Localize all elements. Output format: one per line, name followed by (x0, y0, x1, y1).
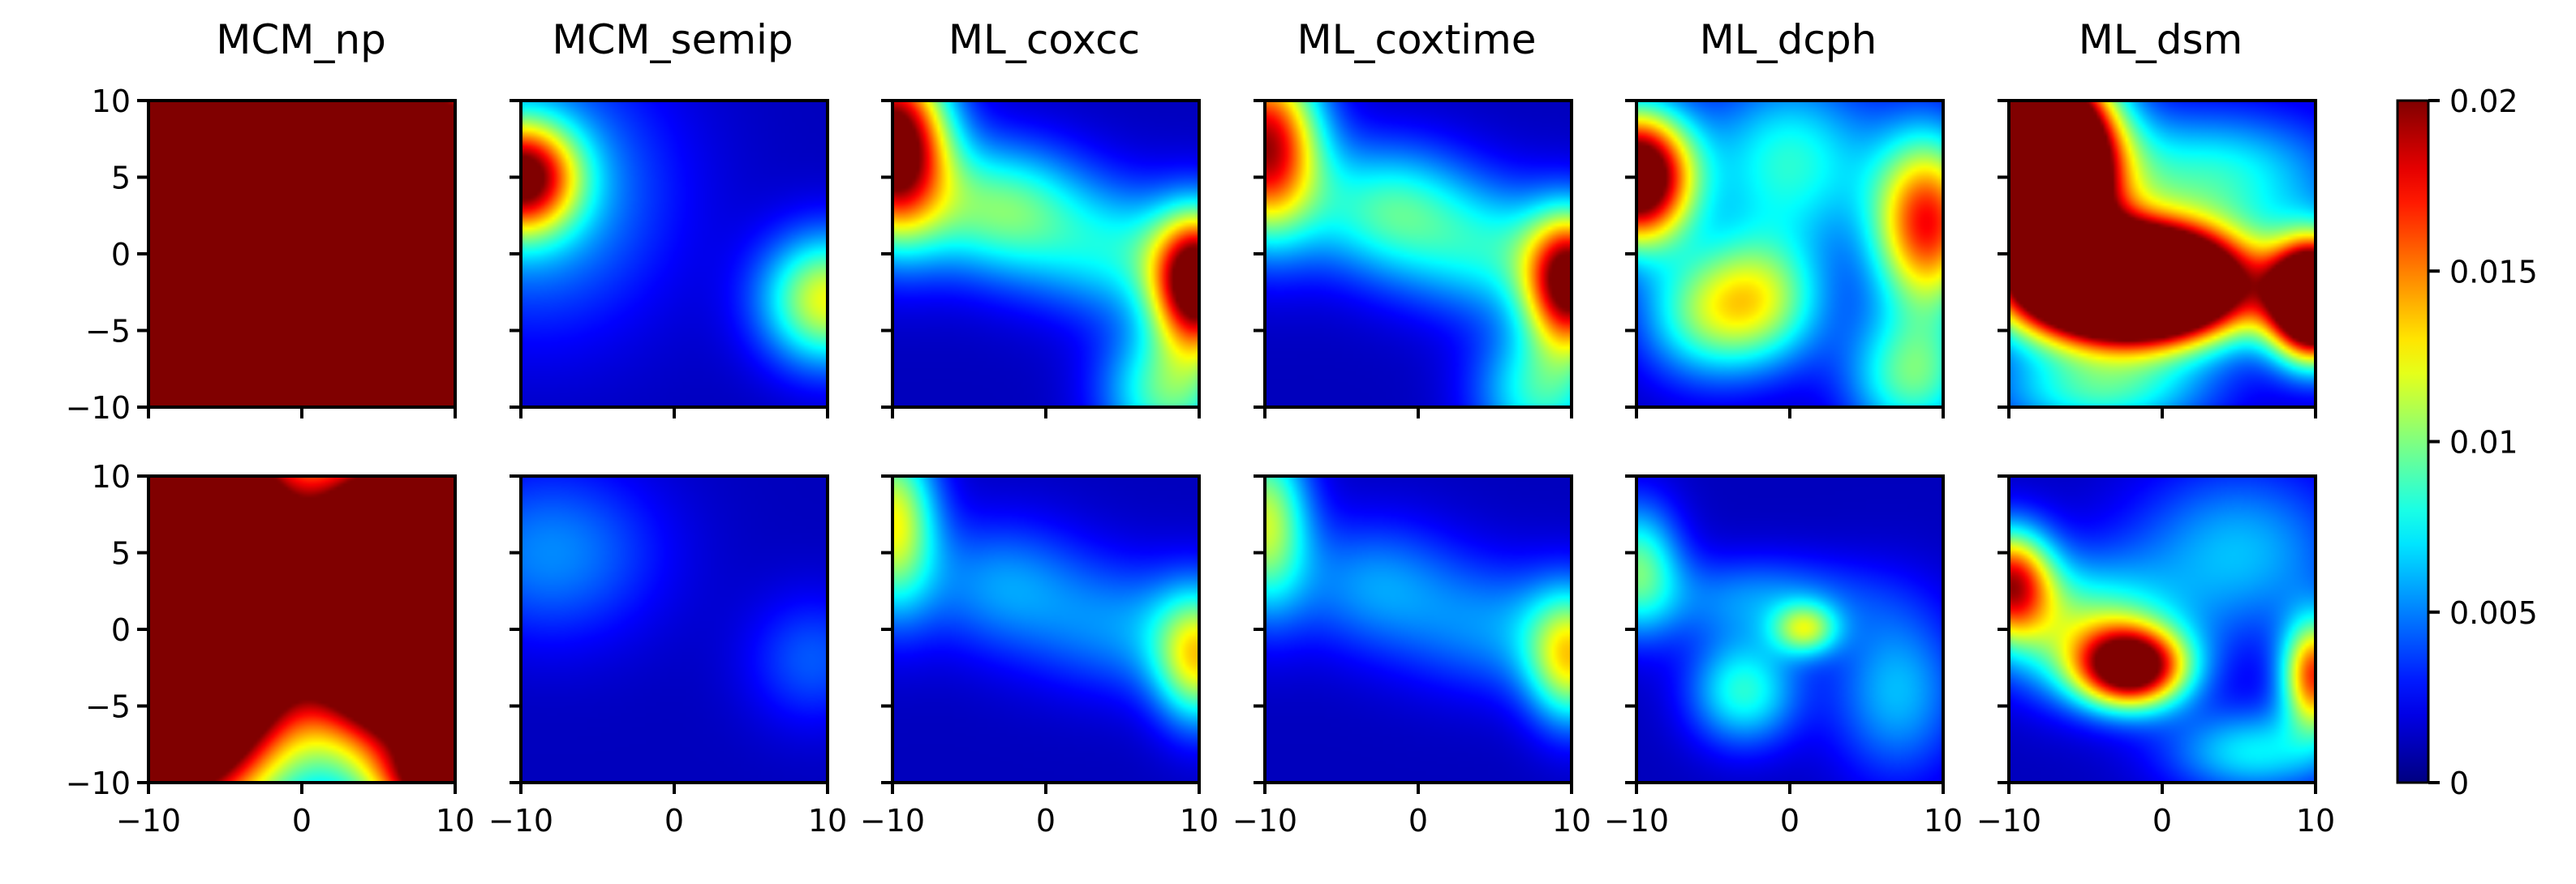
x-tick-label: 0 (1408, 803, 1428, 839)
x-tick-label: −10 (1976, 803, 2041, 839)
x-tick-label: 0 (1036, 803, 1056, 839)
heatmap-panel (510, 99, 829, 418)
y-tick-label: 5 (111, 161, 131, 196)
heatmap-panel: −10 0 10 (1976, 474, 2335, 839)
column-title-mcm-semip: MCM_semip (552, 16, 793, 63)
x-tick-label: −10 (116, 803, 181, 839)
x-tick-label: −10 (488, 803, 553, 839)
x-tick-label: −10 (1604, 803, 1669, 839)
heatmap-panel (1625, 99, 1945, 418)
x-tick-label: −10 (1232, 803, 1297, 839)
x-tick-label: 0 (1780, 803, 1800, 839)
heatmap-panel: −10 0 10 (488, 474, 847, 839)
heatmap-panel: 10 5 0 −5 −10 (66, 84, 457, 426)
heatmap-image (892, 101, 1199, 407)
x-tick-label: 0 (664, 803, 684, 839)
heatmap-image (892, 476, 1199, 783)
heatmap-image (148, 101, 455, 407)
heatmap-panel (881, 99, 1201, 418)
y-tick-label: −10 (66, 766, 131, 801)
heatmap-panel (1998, 99, 2317, 418)
x-tick-label: 10 (436, 803, 475, 839)
heatmap-panel: 10 5 0 −5 −10−10 0 10 (66, 459, 475, 839)
y-tick-label: 5 (111, 536, 131, 572)
column-title-ml-coxcc: ML_coxcc (948, 16, 1141, 63)
y-tick-label: −5 (85, 689, 131, 725)
colorbar: 0 0.005 0.01 0.015 0.02 (2396, 84, 2538, 801)
y-tick-label: −5 (85, 314, 131, 350)
heatmap-image (1636, 101, 1943, 407)
x-tick-label: 0 (2152, 803, 2172, 839)
colorbar-gradient (2398, 101, 2428, 783)
heatmap-image (2009, 476, 2316, 783)
x-tick-label: 10 (1180, 803, 1219, 839)
x-tick-label: 0 (292, 803, 312, 839)
y-tick-label: 10 (92, 84, 131, 119)
x-tick-label: 10 (2296, 803, 2335, 839)
column-title-ml-dsm: ML_dsm (2078, 16, 2243, 63)
colorbar-tick-label: 0.01 (2449, 425, 2518, 461)
colorbar-tick-label: 0.02 (2449, 84, 2518, 119)
colorbar-tick-label: 0 (2449, 766, 2469, 801)
heatmap-image (1265, 101, 1572, 407)
column-title-ml-dcph: ML_dcph (1699, 16, 1877, 63)
y-tick-label: 0 (111, 237, 131, 272)
heatmap-image (1636, 476, 1943, 783)
heatmap-panel: −10 0 10 (1604, 474, 1963, 839)
heatmap-image (521, 101, 828, 407)
y-tick-label: 10 (92, 459, 131, 495)
heatmap-image (1265, 476, 1572, 783)
heatmap-image (521, 476, 828, 783)
heatmap-image (148, 476, 455, 783)
x-tick-label: 10 (1924, 803, 1963, 839)
heatmap-panel (1254, 99, 1573, 418)
y-tick-label: 0 (111, 612, 131, 648)
x-tick-label: 10 (1552, 803, 1591, 839)
colorbar-tick-label: 0.015 (2449, 254, 2538, 290)
column-title-mcm-np: MCM_np (216, 16, 386, 63)
heatmap-panel: −10 0 10 (1232, 474, 1591, 839)
x-tick-label: −10 (860, 803, 925, 839)
x-tick-label: 10 (808, 803, 847, 839)
column-title-ml-coxtime: ML_coxtime (1297, 16, 1537, 63)
colorbar-tick-label: 0.005 (2449, 595, 2538, 631)
heatmap-panel: −10 0 10 (860, 474, 1219, 839)
heatmap-image (2009, 101, 2316, 407)
y-tick-label: −10 (66, 390, 131, 426)
